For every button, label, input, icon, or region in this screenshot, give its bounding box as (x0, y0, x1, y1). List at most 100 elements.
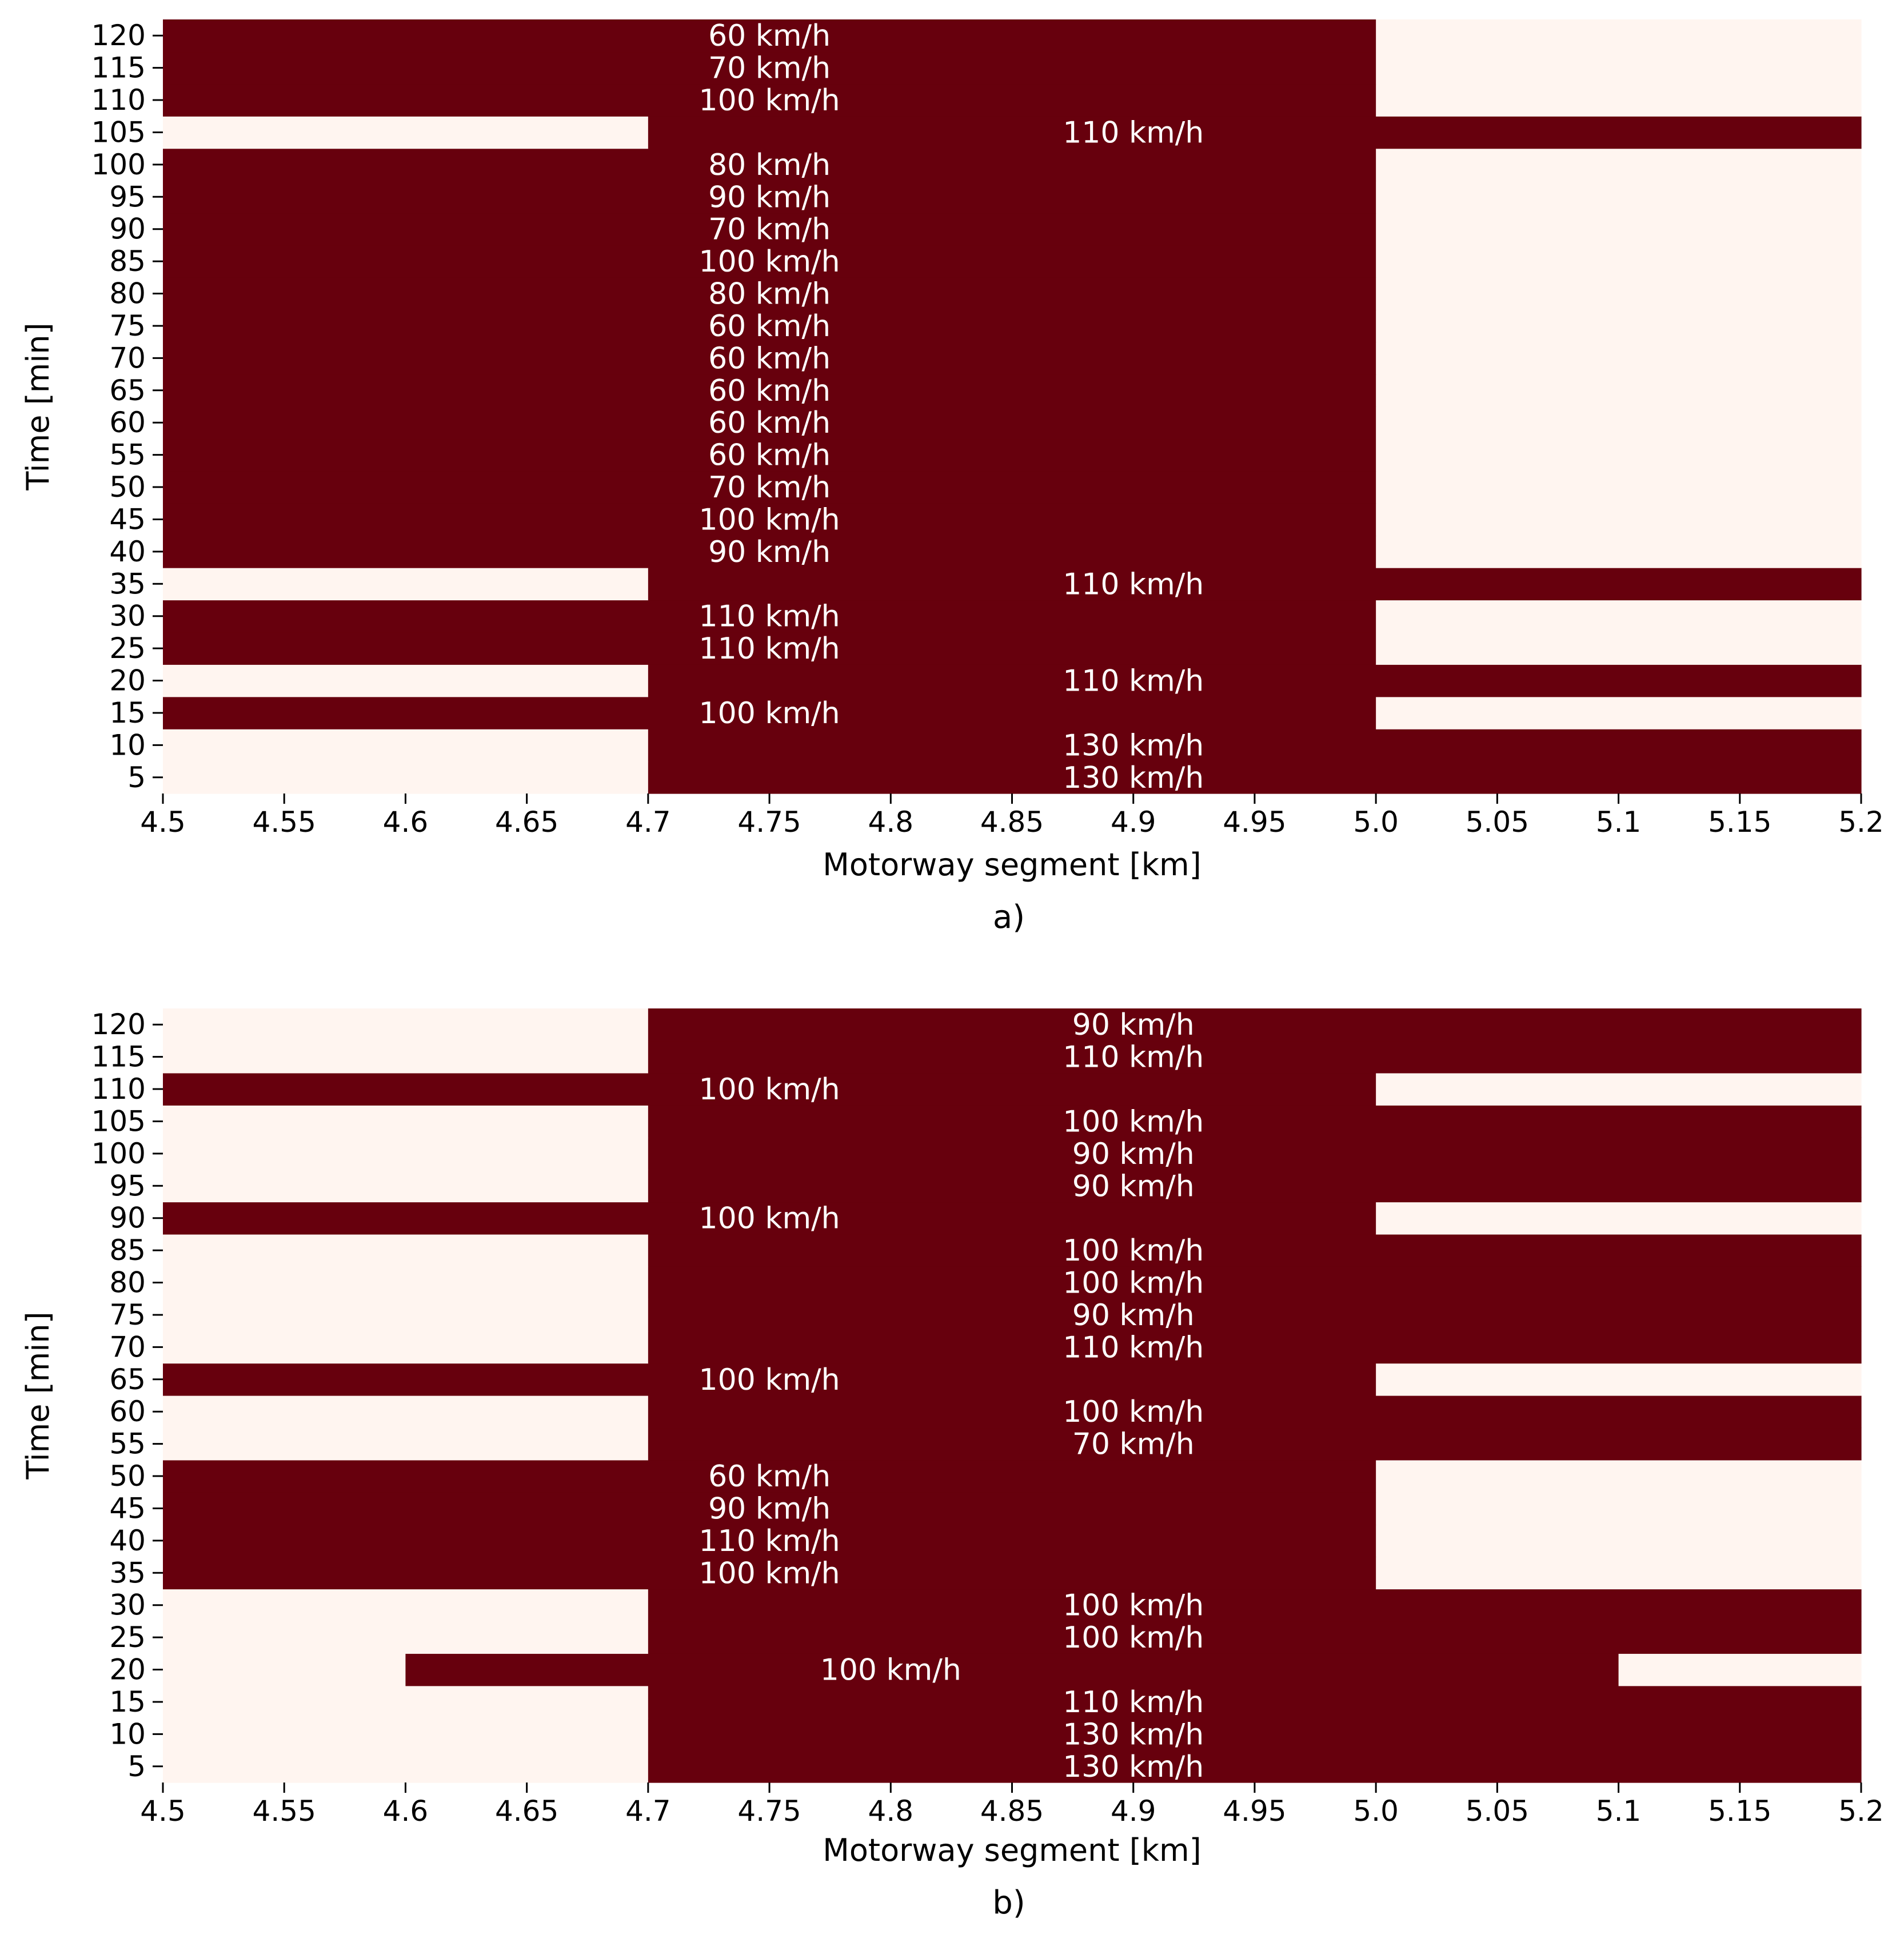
heatmap-cell (648, 568, 1862, 601)
y-tick-label: 50 (109, 470, 146, 504)
heatmap-cell (163, 1331, 649, 1364)
y-tick-label: 100 (91, 1137, 146, 1170)
speed-limit-label: 100 km/h (699, 1072, 840, 1107)
heatmap-cell (648, 1040, 1862, 1074)
y-tick-label: 90 (109, 213, 146, 246)
x-tick-label: 5.15 (1708, 1795, 1771, 1828)
heatmap-cell (1376, 277, 1862, 310)
speed-limit-label: 130 km/h (1063, 1717, 1204, 1752)
y-axis-label: Time [min] (20, 322, 56, 491)
heatmap-cell (648, 1718, 1862, 1751)
x-tick-label: 4.5 (140, 1795, 186, 1828)
heatmap-cell (163, 1524, 1376, 1557)
speed-limit-label: 100 km/h (699, 245, 840, 279)
y-tick-label: 70 (109, 341, 146, 374)
heatmap-cell (648, 1105, 1862, 1138)
heatmap-cell (163, 1395, 649, 1429)
y-tick-label: 85 (109, 245, 146, 278)
heatmap-cell (1376, 600, 1862, 633)
x-tick-label: 4.55 (253, 805, 316, 839)
heatmap-cell (163, 1750, 649, 1783)
y-tick-label: 10 (109, 728, 146, 761)
heatmap-cell (163, 438, 1376, 472)
speed-limit-label: 70 km/h (708, 213, 831, 247)
heatmap-cell (648, 664, 1862, 697)
heatmap-cell (163, 342, 1376, 375)
speed-limit-label: 60 km/h (708, 374, 831, 408)
speed-limit-label: 70 km/h (708, 51, 831, 86)
x-tick-label: 4.9 (1111, 1795, 1156, 1828)
heatmap-cell (163, 1040, 649, 1074)
heatmap-cell (163, 1492, 1376, 1525)
heatmap-cell (648, 1170, 1862, 1203)
heatmap-cell (1376, 632, 1862, 665)
heatmap-cell (163, 1137, 649, 1170)
heatmap-cell (648, 1234, 1862, 1267)
y-tick-label: 105 (91, 115, 146, 149)
x-tick-label: 5.15 (1708, 805, 1771, 839)
speed-limit-label: 90 km/h (1072, 1008, 1195, 1042)
x-tick-label: 4.65 (495, 805, 558, 839)
speed-limit-label: 70 km/h (1072, 1427, 1195, 1462)
y-tick-label: 110 (91, 83, 146, 117)
y-tick-label: 120 (91, 19, 146, 52)
heatmap-cell (163, 83, 1376, 117)
x-tick-label: 4.65 (495, 1795, 558, 1828)
heatmap-cell (648, 1008, 1862, 1042)
y-tick-label: 40 (109, 1524, 146, 1557)
y-tick-label: 5 (127, 761, 146, 794)
heatmap-cell (1376, 1363, 1862, 1396)
y-tick-label: 20 (109, 1653, 146, 1686)
x-tick-label: 5.05 (1466, 805, 1529, 839)
speed-limit-label: 100 km/h (820, 1653, 961, 1688)
speed-limit-label: 110 km/h (1063, 567, 1204, 601)
x-tick-label: 4.55 (253, 1795, 316, 1828)
y-tick-label: 95 (109, 180, 146, 213)
x-tick-label: 4.8 (868, 805, 914, 839)
speed-limit-label: 60 km/h (708, 309, 831, 344)
x-tick-label: 4.7 (625, 805, 671, 839)
x-tick-label: 4.9 (1111, 805, 1156, 839)
heatmap-cell (648, 1621, 1862, 1654)
y-tick-label: 115 (91, 51, 146, 85)
speed-limit-label: 100 km/h (1063, 1104, 1204, 1139)
speed-limit-label: 100 km/h (1063, 1266, 1204, 1301)
heatmap-cell (1376, 1557, 1862, 1590)
speed-limit-label: 90 km/h (1072, 1298, 1195, 1333)
speed-limit-label: 110 km/h (699, 632, 840, 666)
heatmap-cell (648, 1750, 1862, 1783)
heatmap-cell (163, 181, 1376, 214)
speed-limit-label: 80 km/h (708, 148, 831, 182)
speed-limit-label: 100 km/h (699, 1363, 840, 1397)
x-tick-label: 4.85 (980, 1795, 1044, 1828)
speed-limit-label: 60 km/h (708, 19, 831, 53)
speed-limit-label: 90 km/h (708, 180, 831, 214)
heatmap-cell (163, 535, 1376, 568)
heatmap-cell (648, 761, 1862, 794)
y-tick-label: 60 (109, 1395, 146, 1428)
x-tick-label: 5.0 (1353, 1795, 1399, 1828)
x-tick-label: 4.75 (737, 1795, 801, 1828)
heatmap-cell (648, 1266, 1862, 1299)
x-tick-label: 4.95 (1223, 805, 1286, 839)
y-tick-label: 10 (109, 1717, 146, 1750)
heatmap-cell (163, 1718, 649, 1751)
y-tick-label: 105 (91, 1104, 146, 1138)
heatmap-cell (163, 1266, 649, 1299)
heatmap-cell (1376, 309, 1862, 342)
heatmap-cell (163, 19, 1376, 53)
heatmap-cell (1376, 1524, 1862, 1557)
heatmap-cell (163, 1298, 649, 1331)
speed-limit-label: 60 km/h (708, 406, 831, 440)
panel-label: b) (992, 1884, 1025, 1921)
heatmap-cell (1376, 374, 1862, 407)
y-tick-label: 80 (109, 1266, 146, 1299)
heatmap-cell (648, 1298, 1862, 1331)
x-tick-label: 5.2 (1838, 805, 1884, 839)
heatmap-cell (1376, 83, 1862, 117)
heatmap-cell (163, 503, 1376, 536)
heatmap-cell (1376, 51, 1862, 85)
y-tick-label: 120 (91, 1008, 146, 1041)
heatmap-cell (163, 568, 649, 601)
